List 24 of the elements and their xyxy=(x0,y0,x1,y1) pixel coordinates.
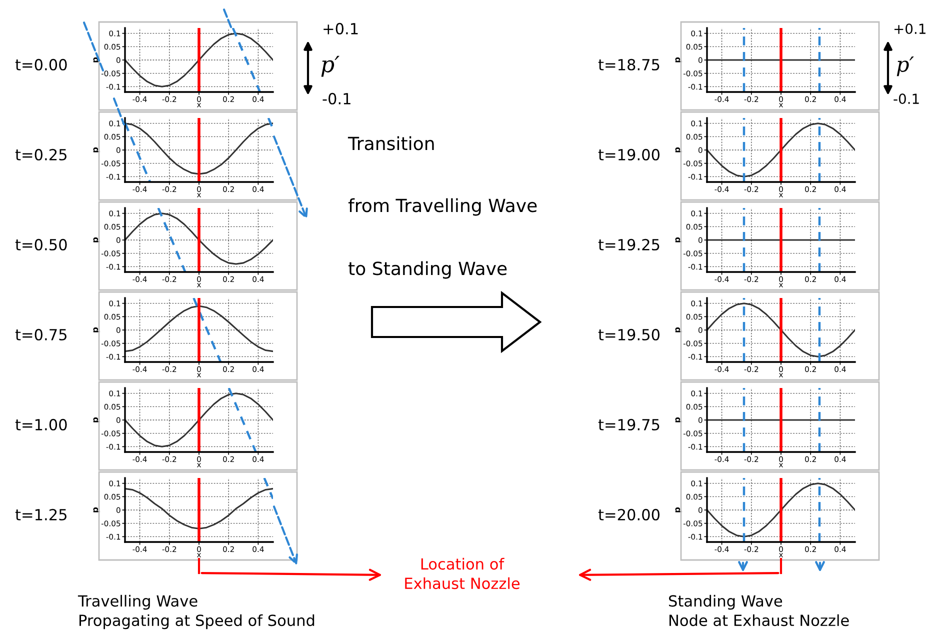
text: t=0.75 xyxy=(15,328,66,340)
text: Transition xyxy=(348,136,434,150)
text: t=0.50 xyxy=(15,238,67,250)
text: p′ xyxy=(896,56,914,76)
text: to Standing Wave xyxy=(348,261,507,279)
text: t=0.25 xyxy=(15,148,66,160)
text: t=19.00 xyxy=(598,148,660,160)
text: -0.1 xyxy=(322,92,350,104)
text: Travelling Wave Propagating at Speed of Sound xyxy=(78,594,314,630)
text: t=19.50 xyxy=(598,328,660,340)
text: -0.1 xyxy=(894,94,919,104)
text: Location of Exhaust Nozzle xyxy=(405,558,520,590)
text: from Travelling Wave xyxy=(348,198,537,216)
text: +0.1 xyxy=(894,24,926,34)
text: +0.1 xyxy=(324,22,358,34)
text: t=18.75 xyxy=(598,58,660,70)
text: t=1.00 xyxy=(15,418,67,430)
text: t=0.00 xyxy=(15,58,67,70)
text: t=19.25 xyxy=(598,238,660,250)
text: t=19.75 xyxy=(598,418,660,430)
text: t=1.25 xyxy=(15,508,66,520)
text: t=20.00 xyxy=(598,508,660,520)
text: p′ xyxy=(321,56,340,77)
text: Standing Wave Node at Exhaust Nozzle xyxy=(669,594,849,626)
